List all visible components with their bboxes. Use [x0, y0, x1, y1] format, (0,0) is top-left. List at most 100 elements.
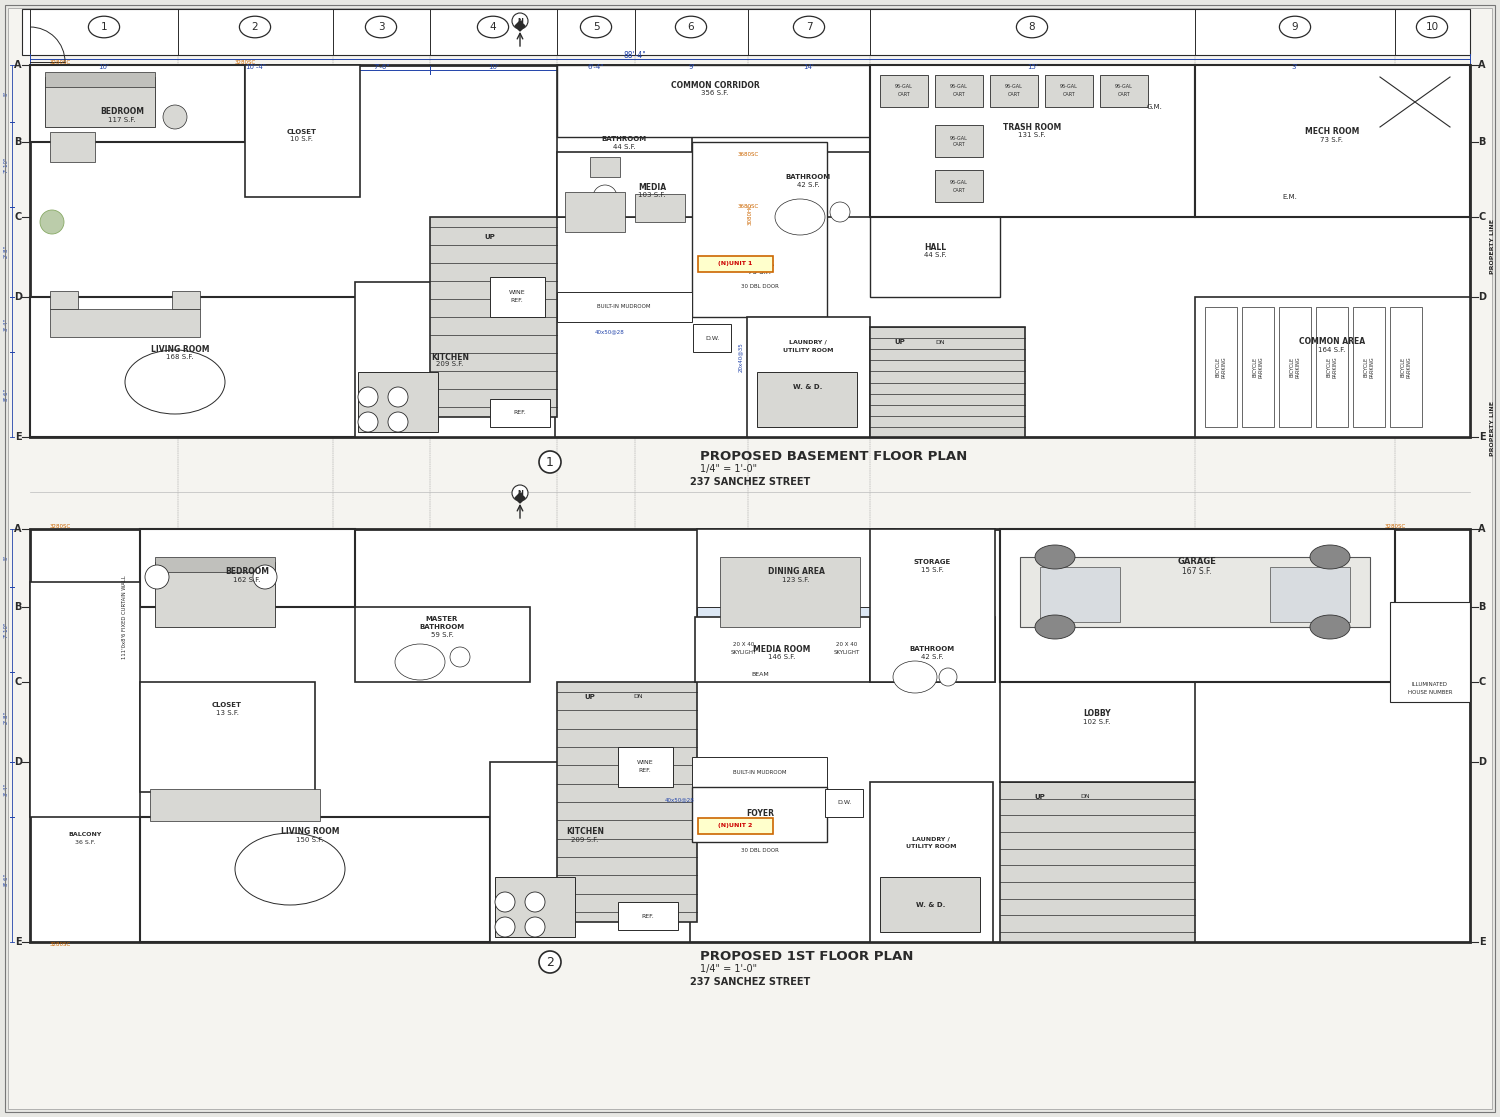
Text: LIVING ROOM: LIVING ROOM — [280, 828, 339, 837]
Bar — [880, 877, 980, 932]
Bar — [45, 71, 154, 87]
Text: BEAM: BEAM — [752, 671, 770, 677]
Text: DINING AREA: DINING AREA — [768, 567, 825, 576]
Bar — [747, 152, 870, 217]
Text: 10': 10' — [99, 64, 109, 70]
Polygon shape — [1020, 557, 1370, 627]
Text: 168 S.F.: 168 S.F. — [166, 354, 194, 360]
Circle shape — [525, 892, 544, 911]
Ellipse shape — [1310, 615, 1350, 639]
Bar — [140, 682, 315, 792]
Text: CART: CART — [1062, 92, 1076, 96]
Text: SKYLIGHT: SKYLIGHT — [730, 649, 758, 655]
Text: COMMON CORRIDOR: COMMON CORRIDOR — [670, 80, 759, 89]
Text: D: D — [13, 292, 22, 302]
Circle shape — [358, 412, 378, 432]
Bar — [30, 297, 386, 437]
Text: 3280SC: 3280SC — [50, 943, 70, 947]
Bar — [934, 125, 982, 157]
Text: GARAGE: GARAGE — [1178, 557, 1216, 566]
Ellipse shape — [675, 17, 706, 38]
Circle shape — [592, 185, 616, 209]
Text: 3280SC: 3280SC — [50, 59, 70, 65]
Bar — [45, 77, 154, 127]
Ellipse shape — [1035, 545, 1076, 569]
Text: BUILT-IN MUDROOM: BUILT-IN MUDROOM — [597, 305, 651, 309]
Bar — [556, 682, 698, 922]
Bar — [692, 757, 826, 787]
Text: C: C — [1479, 677, 1485, 687]
Bar — [356, 281, 555, 437]
Text: BICYCLE
PARKING: BICYCLE PARKING — [1364, 356, 1374, 378]
Bar — [150, 789, 320, 821]
Bar — [495, 877, 574, 937]
Bar — [140, 817, 490, 942]
Circle shape — [495, 892, 514, 911]
Ellipse shape — [236, 833, 345, 905]
Bar — [934, 75, 982, 107]
Text: ILLUMINATED: ILLUMINATED — [1412, 682, 1448, 687]
Text: 2'-8": 2'-8" — [3, 246, 9, 258]
Text: BICYCLE
PARKING: BICYCLE PARKING — [1326, 356, 1338, 378]
Text: BATHROOM: BATHROOM — [786, 174, 831, 180]
Text: REF.: REF. — [510, 298, 524, 304]
Bar — [430, 217, 556, 417]
Circle shape — [450, 647, 470, 667]
Bar — [698, 607, 792, 662]
Text: 42 S.F.: 42 S.F. — [921, 653, 944, 660]
Circle shape — [254, 565, 278, 589]
Text: 356 S.F.: 356 S.F. — [702, 90, 729, 96]
Text: 5': 5' — [3, 555, 9, 561]
Text: KITCHEN: KITCHEN — [430, 353, 470, 362]
Bar — [244, 65, 360, 197]
Text: CART: CART — [1118, 92, 1131, 96]
Bar — [694, 617, 870, 682]
Bar — [990, 75, 1038, 107]
Text: 59 S.F.: 59 S.F. — [430, 632, 453, 638]
Ellipse shape — [477, 17, 508, 38]
Text: 13 S.F.: 13 S.F. — [216, 710, 238, 716]
Text: 3680SC: 3680SC — [738, 204, 759, 210]
Text: A: A — [15, 60, 21, 70]
Text: PROPOSED BASEMENT FLOOR PLAN: PROPOSED BASEMENT FLOOR PLAN — [700, 450, 968, 464]
Circle shape — [512, 13, 528, 29]
Bar — [758, 372, 856, 427]
Bar — [692, 142, 826, 317]
Text: PROPERTY LINE: PROPERTY LINE — [1491, 220, 1496, 275]
Bar — [825, 789, 862, 817]
Text: 131 S.F.: 131 S.F. — [1019, 132, 1046, 139]
Text: 146 S.F.: 146 S.F. — [768, 653, 795, 660]
Text: W. & D.: W. & D. — [794, 384, 822, 390]
Text: 9': 9' — [688, 64, 694, 70]
Bar — [1390, 307, 1422, 427]
Text: LAUNDRY /: LAUNDRY / — [789, 340, 826, 344]
Text: BEDROOM: BEDROOM — [225, 567, 268, 576]
Ellipse shape — [240, 17, 270, 38]
Bar — [556, 152, 747, 217]
Ellipse shape — [1280, 17, 1311, 38]
Circle shape — [939, 668, 957, 686]
Bar — [50, 309, 200, 337]
Bar — [1100, 75, 1148, 107]
Text: 209 S.F.: 209 S.F. — [436, 361, 463, 367]
Text: 102 S.F.: 102 S.F. — [1083, 719, 1110, 725]
Text: 1: 1 — [546, 456, 554, 468]
Bar — [556, 65, 692, 217]
Text: N: N — [518, 18, 524, 23]
Text: 96-GAL: 96-GAL — [896, 85, 914, 89]
Bar — [693, 324, 730, 352]
Text: 117 S.F.: 117 S.F. — [108, 117, 135, 123]
Text: N: N — [518, 490, 524, 496]
Bar — [870, 782, 993, 942]
Text: 10 S.F.: 10 S.F. — [291, 136, 314, 142]
Text: MASTER: MASTER — [426, 615, 458, 622]
Text: 96-GAL: 96-GAL — [950, 85, 968, 89]
Text: B: B — [15, 137, 21, 147]
Circle shape — [525, 917, 544, 937]
Text: BICYCLE
PARKING: BICYCLE PARKING — [1401, 356, 1411, 378]
Text: 209 S.F.: 209 S.F. — [572, 837, 598, 843]
Bar — [358, 372, 438, 432]
Text: 1: 1 — [100, 22, 108, 32]
Circle shape — [146, 565, 170, 589]
Text: 20x40@35: 20x40@35 — [738, 342, 742, 372]
